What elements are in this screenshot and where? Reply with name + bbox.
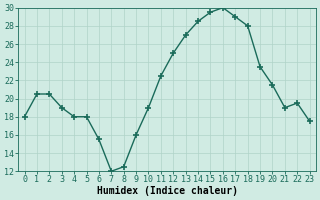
X-axis label: Humidex (Indice chaleur): Humidex (Indice chaleur) — [97, 186, 237, 196]
